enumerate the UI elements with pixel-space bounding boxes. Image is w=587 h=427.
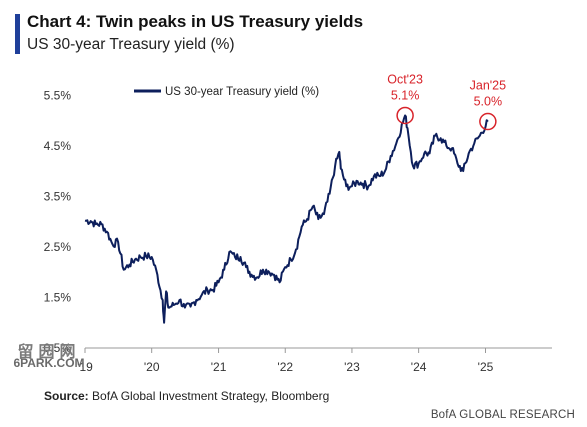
annotation-value: 5.0% — [474, 95, 503, 109]
annotation-circle — [396, 106, 414, 125]
legend-label: US 30-year Treasury yield (%) — [165, 86, 319, 98]
chart-title: Chart 4: Twin peaks in US Treasury yield… — [27, 12, 364, 31]
series-line — [84, 114, 489, 324]
source-label: Source: — [44, 389, 89, 403]
chart-subtitle: US 30-year Treasury yield (%) — [27, 36, 235, 53]
title-accent-bar — [15, 14, 20, 54]
watermark: 留园网 6PARK.COM — [0, 338, 98, 370]
x-tick-label: '22 — [277, 360, 293, 374]
x-tick-label: '25 — [478, 360, 494, 374]
y-tick-label: 2.5% — [44, 240, 72, 254]
x-tick-label: '19 — [77, 360, 93, 374]
annotation-label: Jan'25 — [470, 79, 506, 93]
y-tick-label: 5.5% — [44, 88, 72, 102]
y-tick-label: 3.5% — [44, 189, 72, 203]
source-text: BofA Global Investment Strategy, Bloombe… — [88, 389, 330, 403]
x-tick-label: '20 — [144, 360, 160, 374]
watermark-site: 6PARK.COM — [13, 356, 85, 370]
x-tick-label: '23 — [344, 360, 360, 374]
y-tick-label: 0.5% — [44, 341, 72, 355]
y-tick-label: 4.5% — [44, 139, 72, 153]
annotation-value: 5.1% — [391, 88, 420, 102]
annotation-label: Oct'23 — [387, 72, 423, 86]
y-tick-label: 1.5% — [44, 290, 72, 304]
watermark-glyphs: 留园网 — [17, 344, 81, 361]
source-note: Source: BofA Global Investment Strategy,… — [44, 389, 329, 403]
x-tick-label: '24 — [411, 360, 427, 374]
footer-brand: BofA GLOBAL RESEARCH — [430, 409, 575, 421]
x-tick-label: '21 — [211, 360, 227, 374]
annotation-circle — [479, 112, 497, 131]
